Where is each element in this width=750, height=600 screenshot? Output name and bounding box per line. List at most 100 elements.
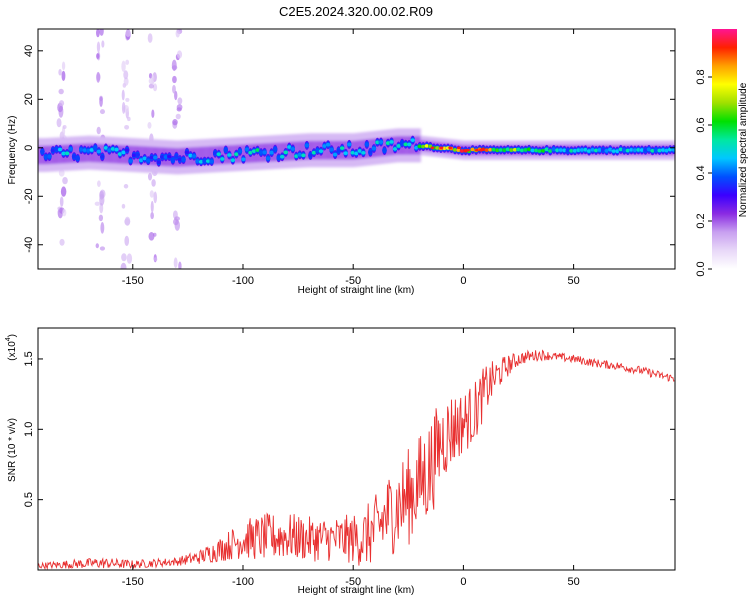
ridge-cell <box>622 148 627 153</box>
ridge-cell <box>170 158 176 163</box>
halo-cell-inner <box>224 145 228 165</box>
noise-blob <box>176 50 183 59</box>
ridge-cell <box>103 146 109 150</box>
ridge-cell <box>417 144 422 149</box>
ridge-cell <box>174 154 179 159</box>
noise-blob <box>124 216 131 226</box>
ridge-cell <box>586 149 592 153</box>
x-tick-label: -100 <box>232 576 254 588</box>
y-tick-label: 1.0 <box>23 422 35 437</box>
ridge-cell <box>548 149 553 153</box>
spectrogram-heatmap <box>38 29 675 269</box>
ridge-cell <box>311 150 317 155</box>
halo-cell-inner <box>280 142 284 162</box>
ridge-cell <box>160 155 165 159</box>
ridge-cell <box>54 147 59 152</box>
ridge-cell <box>177 157 183 162</box>
ridge-cell <box>71 154 77 159</box>
noise-blob <box>121 89 125 101</box>
noise-blob <box>59 100 65 107</box>
halo-cell-inner <box>211 146 215 165</box>
ridge-cell <box>371 146 377 151</box>
ridge-cell <box>188 153 193 158</box>
halo-cell-inner <box>203 146 207 166</box>
ridge-cell <box>315 148 320 153</box>
noise-blob <box>124 124 130 130</box>
ridge-cell <box>639 148 645 152</box>
ridge-cell <box>512 148 518 152</box>
spectrogram-frame <box>37 28 676 270</box>
ridge-cell <box>361 151 366 155</box>
noise-blob <box>148 72 153 79</box>
ridge-cell <box>368 150 373 155</box>
noise-blob <box>58 88 64 95</box>
ridge-cell <box>301 153 306 158</box>
noise-blob <box>98 214 104 222</box>
ridge-cell <box>138 158 144 163</box>
noise-blob <box>175 29 180 38</box>
colorbar-label: Normalized spectral amplitude <box>738 82 749 217</box>
noise-blob <box>177 97 183 105</box>
noise-blob <box>171 59 177 72</box>
halo-cell-inner <box>38 145 41 165</box>
noise-blob <box>60 186 67 197</box>
ridge-cell <box>114 147 119 152</box>
ridge-cell <box>117 152 123 156</box>
ridge-cell <box>597 148 602 152</box>
noise-blob <box>96 53 100 59</box>
ridge-cell <box>664 148 669 153</box>
snr-x-ticks: -150 -100 -50 0 50 <box>122 328 580 588</box>
noise-blob <box>153 83 158 92</box>
noise-blob <box>147 33 153 43</box>
ridge-cell <box>220 157 225 161</box>
ridge-cell <box>251 149 257 153</box>
noise-blob <box>99 109 106 115</box>
peak-cell <box>430 146 435 150</box>
ridge-cell <box>590 148 595 152</box>
ridge-cell <box>110 147 116 151</box>
ridge-cell <box>244 147 250 152</box>
ridge-cell <box>392 147 398 151</box>
ridge-cell <box>280 154 285 159</box>
ridge-cell <box>258 150 264 155</box>
ridge-cell <box>167 154 172 159</box>
ridge-cell <box>96 149 102 154</box>
halo-cell-inner <box>375 138 379 157</box>
noise-blob <box>172 119 178 126</box>
ridge-cell <box>498 148 504 152</box>
noise-blob <box>96 126 101 135</box>
ridge-cell <box>410 138 415 142</box>
ridge-cell <box>149 155 154 160</box>
spectrogram-x-ticks: -150 -100 -50 0 50 <box>122 29 580 287</box>
noise-blob <box>99 194 105 206</box>
ridge-cell <box>555 148 560 152</box>
spectrogram-y-axis-label: Frequency (Hz) <box>7 116 18 185</box>
ridge-cell <box>128 159 133 163</box>
noise-blob <box>62 208 67 217</box>
ridge-cell <box>484 148 489 152</box>
ridge-cell <box>43 155 49 159</box>
halo-cell-inner <box>198 146 202 166</box>
ridge-cell <box>488 147 493 152</box>
noise-blob <box>101 40 105 48</box>
ridge-cell <box>262 150 267 155</box>
ridge-cell <box>325 142 331 147</box>
ridge-cell <box>526 147 532 152</box>
x-tick-label: 0 <box>460 275 466 287</box>
noise-blob <box>151 179 156 187</box>
ridge-cell <box>615 149 620 153</box>
ridge-cell <box>269 150 274 155</box>
snr-x-axis-label: Height of straight line (km) <box>298 585 415 596</box>
noise-blob <box>99 246 106 251</box>
halo-cell-inner <box>309 140 313 160</box>
ridge-cell <box>593 148 599 153</box>
ridge-cell <box>216 152 221 156</box>
ridge-cell <box>255 148 260 152</box>
noise-blob <box>97 180 101 187</box>
ridge-cell <box>558 148 564 152</box>
halo-cell-inner <box>103 144 107 163</box>
noise-blob <box>61 70 66 82</box>
halo-cell-inner <box>124 145 128 164</box>
noise-blob <box>99 29 104 36</box>
ridge-cell <box>491 147 497 152</box>
